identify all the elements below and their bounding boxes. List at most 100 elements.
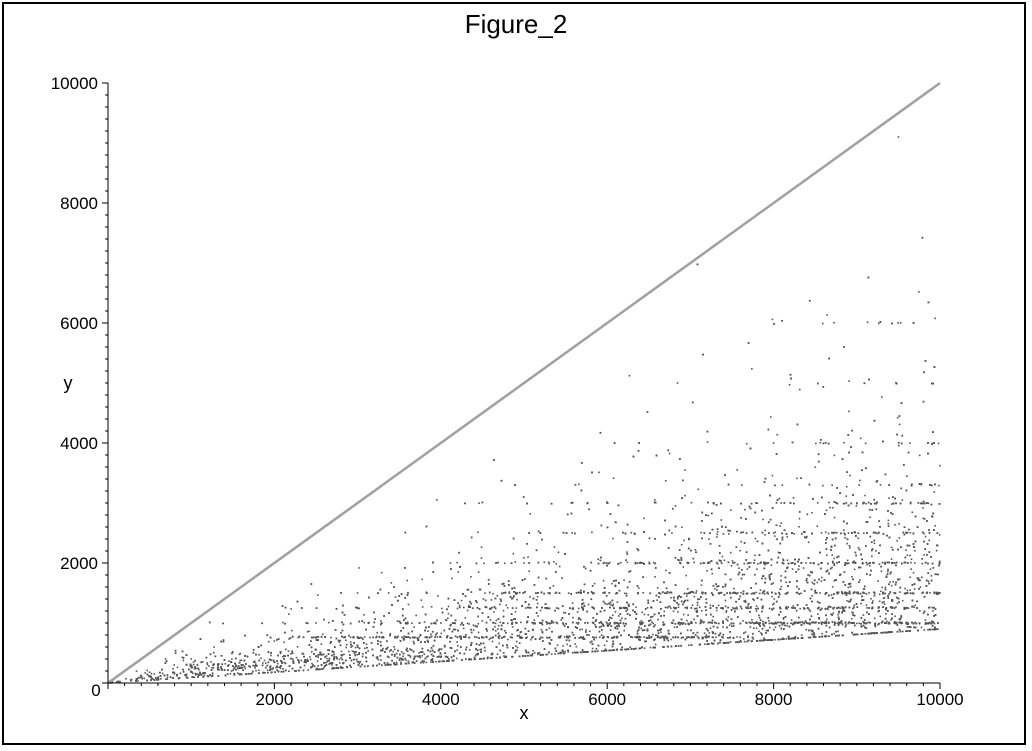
scatter-point	[892, 580, 894, 583]
scatter-point	[729, 641, 732, 643]
scatter-point	[540, 628, 543, 631]
scatter-point	[719, 632, 722, 635]
scatter-point	[894, 615, 896, 618]
scatter-point	[920, 626, 923, 629]
scatter-point	[862, 502, 864, 505]
scatter-point	[821, 322, 824, 325]
scatter-point	[886, 620, 888, 623]
scatter-point	[258, 669, 260, 672]
scatter-point	[380, 659, 382, 661]
scatter-point	[641, 611, 643, 614]
scatter-point	[493, 611, 495, 613]
scatter-point	[503, 629, 506, 632]
scatter-point	[811, 511, 813, 514]
scatter-point	[800, 634, 803, 636]
scatter-point	[536, 595, 539, 598]
scatter-point	[716, 533, 718, 536]
scatter-point	[695, 622, 697, 624]
scatter-point	[735, 593, 738, 595]
scatter-point	[557, 652, 559, 655]
scatter-point	[742, 620, 744, 622]
scatter-point	[852, 612, 854, 614]
scatter-point	[703, 562, 706, 564]
scatter-point	[849, 474, 851, 477]
scatter-point	[652, 633, 654, 636]
scatter-point	[895, 381, 897, 384]
scatter-point	[488, 638, 491, 641]
scatter-point	[687, 562, 690, 564]
scatter-point	[390, 663, 392, 666]
scatter-point	[358, 567, 360, 569]
scatter-point	[447, 605, 450, 608]
scatter-point	[861, 633, 864, 635]
scatter-point	[688, 644, 690, 647]
scatter-point	[899, 617, 902, 620]
scatter-point	[504, 562, 506, 565]
scatter-point	[563, 625, 566, 627]
scatter-point	[805, 537, 808, 539]
scatter-point	[394, 635, 397, 638]
scatter-point	[571, 532, 573, 534]
scatter-point	[837, 630, 839, 633]
scatter-point	[614, 626, 617, 629]
scatter-point	[730, 509, 732, 511]
scatter-point	[818, 618, 821, 620]
scatter-point	[920, 483, 923, 485]
scatter-point	[492, 592, 494, 595]
scatter-point	[317, 636, 320, 638]
scatter-point	[283, 641, 285, 643]
scatter-point	[444, 619, 447, 621]
scatter-point	[859, 579, 861, 581]
scatter-point	[555, 607, 558, 609]
scatter-point	[684, 469, 686, 471]
scatter-point	[377, 658, 380, 661]
scatter-point	[798, 525, 800, 528]
scatter-point	[550, 653, 553, 656]
scatter-point	[937, 628, 939, 630]
scatter-point	[697, 488, 700, 491]
scatter-point	[440, 655, 443, 658]
scatter-point	[557, 551, 560, 554]
scatter-point	[826, 618, 828, 621]
scatter-point	[673, 626, 676, 629]
scatter-point	[576, 611, 579, 613]
scatter-point	[921, 592, 923, 594]
scatter-point	[746, 640, 748, 643]
scatter-point	[555, 563, 558, 565]
scatter-point	[607, 622, 609, 625]
scatter-point	[351, 650, 354, 653]
scatter-point	[305, 660, 307, 662]
scatter-point	[153, 673, 156, 675]
scatter-point	[720, 607, 722, 609]
scatter-point	[480, 657, 483, 660]
scatter-point	[736, 636, 738, 638]
scatter-point	[929, 591, 931, 594]
scatter-point	[878, 563, 881, 565]
scatter-point	[588, 634, 590, 636]
scatter-point	[672, 610, 675, 613]
scatter-point	[647, 614, 650, 616]
scatter-point	[415, 614, 417, 617]
scatter-point	[532, 621, 535, 624]
scatter-point	[698, 606, 701, 609]
scatter-point	[820, 623, 823, 626]
scatter-point	[934, 524, 936, 527]
scatter-point	[626, 561, 629, 564]
scatter-point	[316, 660, 319, 662]
scatter-point	[420, 599, 423, 601]
scatter-point	[614, 611, 617, 613]
scatter-point	[846, 559, 849, 562]
scatter-point	[479, 648, 481, 651]
scatter-point	[579, 651, 582, 654]
scatter-point	[913, 588, 916, 590]
scatter-point	[603, 644, 606, 647]
scatter-point	[621, 617, 623, 620]
scatter-point	[710, 642, 713, 644]
scatter-point	[866, 321, 869, 324]
scatter-point	[473, 656, 476, 659]
scatter-point	[834, 531, 836, 534]
scatter-point	[875, 550, 877, 552]
scatter-point	[708, 538, 710, 540]
scatter-point	[736, 469, 739, 471]
scatter-point	[406, 621, 409, 624]
